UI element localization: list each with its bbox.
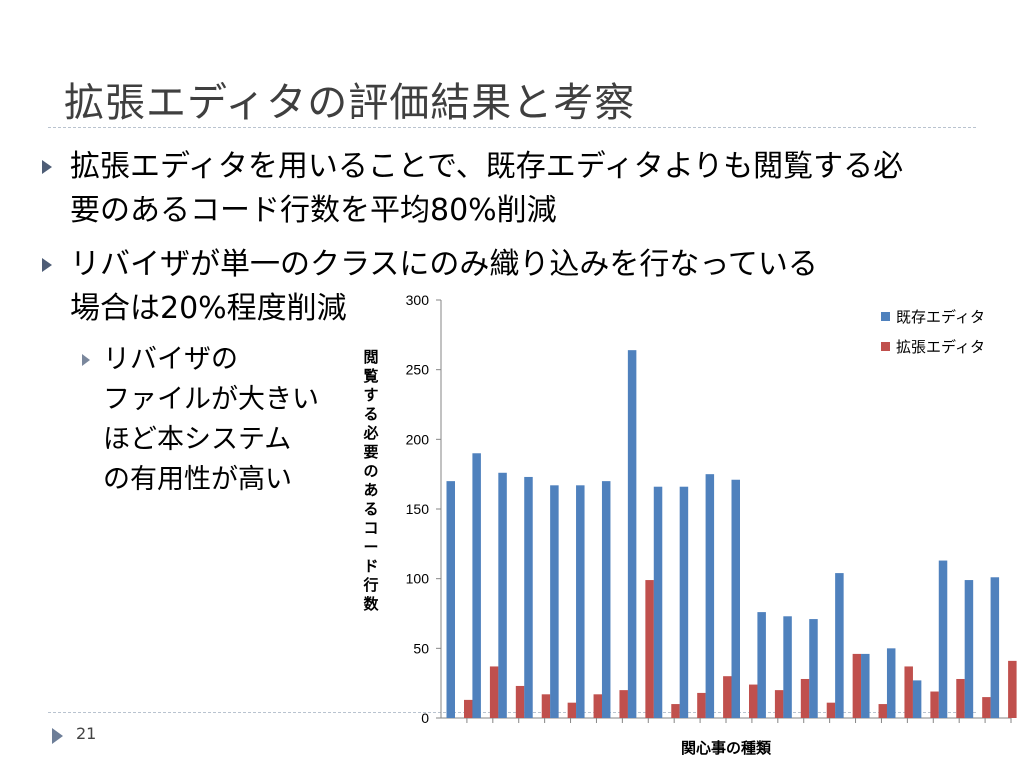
legend-label: 既存エディタ [896,308,985,326]
sub-bullet-line: ファイルが大きい [103,384,319,415]
bullet-1-line-2: 要のあるコード行数を平均80%削減 [70,193,557,228]
legend-label: 拡張エディタ [896,338,985,356]
bar-extended-editor [852,653,862,718]
bar-extended-editor [567,702,577,718]
bar-existing-editor [938,560,948,718]
bar-extended-editor [541,694,551,718]
bar-existing-editor [783,616,792,718]
page-arrow-icon [52,728,63,744]
legend-swatch [881,312,890,321]
bar-existing-editor [679,486,689,718]
bar-existing-editor [446,481,455,718]
sub-bullet-line: リバイザの [103,344,238,375]
chart-y-axis-label: 閲覧する必要のあるコード行数 [363,348,379,613]
bar-extended-editor [489,666,499,718]
bar-existing-editor [498,472,507,718]
bullet-1-line-1: 拡張エディタを用いることで、既存エディタよりも閲覧する必 [70,149,904,184]
bar-existing-editor [990,577,1000,718]
chart-x-axis-label: 関心事の種類 [681,739,772,757]
bar-extended-editor [619,690,628,718]
sub-bullet-text: リバイザの ファイルが大きい ほど本システム の有用性が高い [103,340,343,500]
bar-extended-editor [671,704,680,718]
bar-extended-editor [515,685,525,718]
bar-existing-editor [524,476,533,718]
bar-existing-editor [912,680,922,718]
bar-existing-editor [861,653,870,718]
legend-swatch [881,342,890,351]
y-tick-label: 100 [406,571,430,587]
bar-existing-editor [627,350,637,718]
bar-extended-editor [464,699,473,718]
sub-bullet-line: の有用性が高い [103,464,292,495]
bar-extended-editor [774,690,784,718]
bar-extended-editor [826,702,836,718]
bar-extended-editor [749,684,758,718]
y-tick-label: 50 [413,640,429,656]
bar-existing-editor [731,479,740,718]
bullet-2-line-1: リバイザが単一のクラスにのみ織り込みを行なっている [70,247,818,282]
bar-existing-editor [835,573,844,718]
page-number: 21 [76,724,97,743]
y-tick-label: 300 [406,292,430,308]
bar-extended-editor [956,678,965,718]
bar-extended-editor [645,580,654,718]
bar-extended-editor [982,697,991,718]
bar-extended-editor [800,678,810,718]
bullet-arrow-icon [42,160,52,174]
bar-extended-editor [697,692,706,718]
bar-existing-editor [886,648,896,718]
bar-existing-editor [601,481,611,718]
sub-bullet-arrow-icon [82,354,90,366]
bar-extended-editor [930,691,939,718]
slide-title: 拡張エディタの評価結果と考察 [64,80,636,126]
bar-existing-editor [757,612,766,718]
footer-divider [48,712,976,713]
bar-existing-editor [576,485,585,718]
bar-extended-editor [878,704,888,718]
bullet-arrow-icon [42,258,52,272]
bar-existing-editor [809,619,818,718]
bar-extended-editor [593,694,603,718]
bar-existing-editor [653,486,663,718]
title-divider [48,127,976,128]
y-tick-label: 250 [406,362,430,378]
bar-existing-editor [472,453,481,718]
y-tick-label: 200 [406,431,430,447]
bar-existing-editor [550,485,559,718]
y-tick-label: 0 [421,710,429,726]
sub-bullet-line: ほど本システム [103,424,292,455]
bar-extended-editor [1008,660,1017,718]
bar-extended-editor [723,676,732,718]
bar-existing-editor [964,580,974,718]
bar-existing-editor [705,474,715,718]
bar-extended-editor [904,666,913,718]
bullet-2-line-2: 場合は20%程度削減 [70,291,347,326]
y-tick-label: 150 [406,501,430,517]
